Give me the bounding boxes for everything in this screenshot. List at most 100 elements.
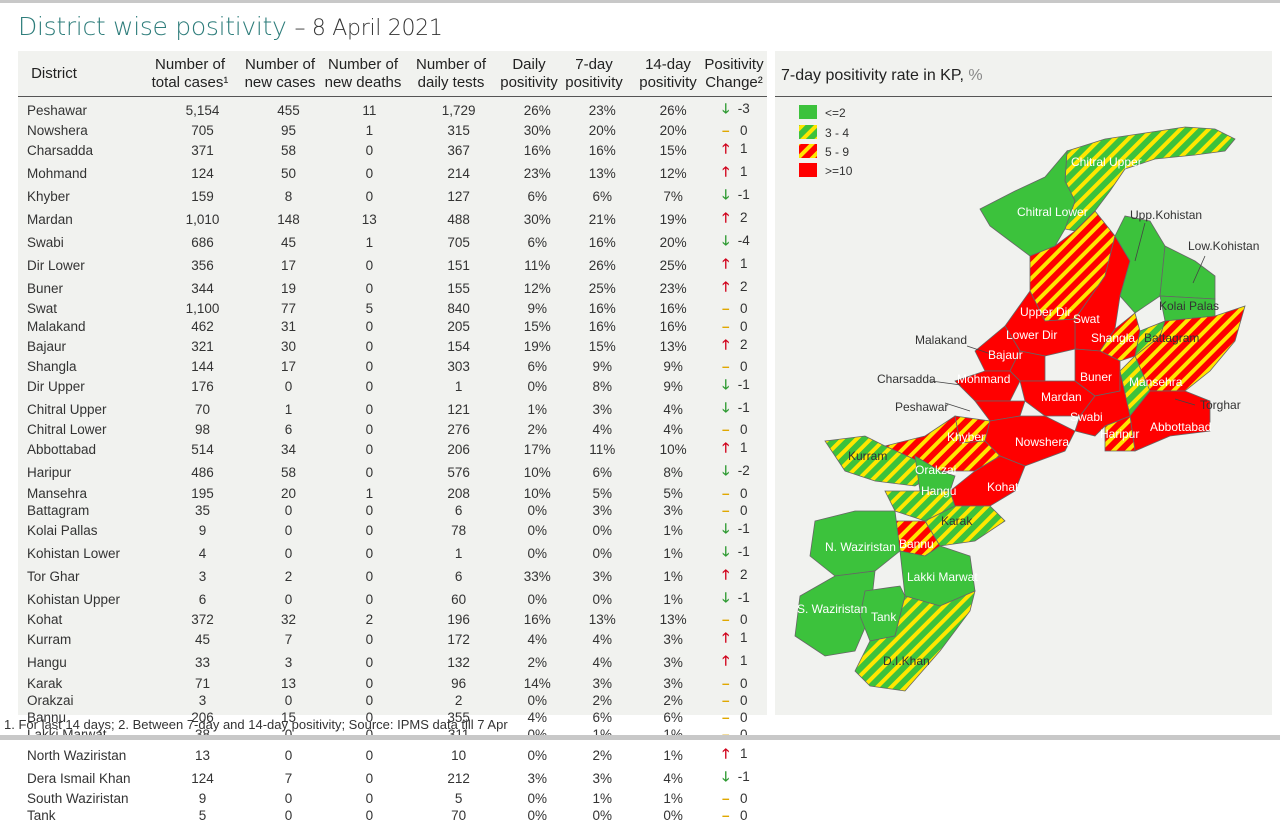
map-label-lakki-marwat: Lakki Marwat bbox=[907, 570, 978, 584]
cell-positivity-change: 🡓 -1 bbox=[709, 185, 767, 208]
change-value: 0 bbox=[740, 301, 748, 317]
cell-14day-positivity: 1% bbox=[663, 592, 683, 608]
change-value: 1 bbox=[740, 653, 748, 669]
cell-positivity-change: 🡑 1 bbox=[709, 162, 767, 185]
map-label-upp-kohistan: Upp.Kohistan bbox=[1130, 208, 1202, 222]
table-row: Abbottabad 514 34 0 206 17% 11% 10% 🡑 1 bbox=[18, 438, 767, 461]
legend-label-1: <=2 bbox=[825, 106, 846, 120]
cell-new-cases: 95 bbox=[280, 123, 296, 139]
cell-new-deaths: 0 bbox=[365, 675, 374, 691]
cell-positivity-change: 🡑 1 bbox=[709, 628, 767, 651]
arrow-down-icon: 🡓 bbox=[722, 101, 730, 116]
cell-daily-tests: 1,729 bbox=[441, 103, 476, 118]
cell-new-deaths: 0 bbox=[365, 402, 374, 418]
map-label-swabi: Swabi bbox=[1070, 410, 1103, 424]
cell-14day-positivity: 12% bbox=[659, 166, 687, 182]
cell-new-cases: 2 bbox=[284, 569, 293, 585]
arrow-up-icon: 🡑 bbox=[722, 336, 730, 352]
cell-total-cases: 6 bbox=[198, 592, 207, 608]
arrow-up-icon: 🡑 bbox=[722, 440, 730, 456]
cell-new-cases: 17 bbox=[280, 359, 296, 375]
cell-new-deaths: 0 bbox=[329, 726, 409, 743]
map-label-malakand: Malakand bbox=[915, 333, 967, 347]
cell-daily-tests: 127 bbox=[447, 189, 470, 205]
cell-daily-tests: 705 bbox=[447, 235, 470, 251]
cell-new-deaths: 0 bbox=[365, 502, 374, 518]
change-value: 0 bbox=[732, 727, 756, 742]
cell-new-cases: 0 bbox=[248, 726, 329, 743]
map-label-s-waziristan: S. Waziristan bbox=[797, 602, 867, 616]
page-title: District wise positivity – 8 April 2021 bbox=[18, 12, 443, 41]
title-text: District wise positivity bbox=[18, 12, 287, 41]
cell-new-deaths: 5 bbox=[365, 301, 374, 317]
cell-7day-positivity: 6% bbox=[592, 189, 613, 205]
change-value: -1 bbox=[737, 768, 750, 784]
cell-daily-positivity: 4% bbox=[527, 632, 548, 648]
cell-positivity-change: –0 bbox=[709, 358, 767, 375]
table-row: Bajaur 321 30 0 154 19% 15% 13% 🡑 2 bbox=[18, 335, 767, 358]
title-date: – 8 April 2021 bbox=[294, 16, 443, 41]
table-row: Mohmand 124 50 0 214 23% 13% 12% 🡑 1 bbox=[18, 162, 767, 185]
change-value: -1 bbox=[737, 521, 750, 537]
cell-total-cases: 686 bbox=[191, 235, 214, 251]
cell-district: Orakzai bbox=[27, 692, 74, 708]
cell-total-cases: 13 bbox=[195, 747, 211, 763]
cell-total-cases: 5 bbox=[198, 808, 207, 823]
cell-14day-positivity: 5% bbox=[663, 485, 683, 501]
cell-14day-positivity: 3% bbox=[663, 632, 683, 648]
cell-7day-positivity: 16% bbox=[588, 143, 616, 159]
change-value: -4 bbox=[737, 233, 750, 249]
header-new-cases-text: Number of new cases bbox=[244, 55, 316, 91]
cell-new-deaths: 0 bbox=[365, 379, 374, 395]
arrow-down-icon: 🡓 bbox=[722, 377, 730, 393]
leader-upp-kohistan bbox=[1134, 222, 1146, 262]
cell-daily-positivity: 23% bbox=[523, 166, 551, 182]
cell-district: Kohat bbox=[27, 612, 63, 628]
table-row: Kohistan Lower 4 0 0 1 0% 0% 1% 🡓 -1 bbox=[18, 542, 767, 565]
district-swabi bbox=[1074, 370, 1131, 437]
cell-district: Nowshera bbox=[27, 123, 88, 139]
kp-map-panel: 7-day positivity rate in KP, % <=2 3 - 4… bbox=[775, 51, 1272, 715]
table-row: Kolai Pallas 9 0 0 78 0% 0% 1% 🡓 -1 bbox=[18, 519, 767, 542]
cell-7day-positivity: 16% bbox=[588, 301, 616, 317]
cell-daily-positivity: 10% bbox=[523, 485, 551, 501]
cell-daily-positivity: 30% bbox=[523, 123, 551, 139]
cell-total-cases: 45 bbox=[195, 632, 211, 648]
cell-14day-positivity: 6% bbox=[663, 710, 683, 726]
legend-label-3: 5 - 9 bbox=[825, 145, 849, 159]
change-value: 0 bbox=[740, 502, 748, 518]
cell-district: Kolai Pallas bbox=[27, 523, 98, 539]
cell-daily-positivity: 0% bbox=[527, 592, 548, 608]
cell-daily-tests: 2 bbox=[454, 692, 463, 708]
cell-district: Dera Ismail Khan bbox=[27, 770, 131, 786]
cell-district: Mohmand bbox=[27, 166, 88, 182]
cell-daily-positivity: 33% bbox=[523, 569, 551, 585]
cell-positivity-change: 🡑 2 bbox=[709, 277, 767, 300]
change-value: -1 bbox=[737, 377, 750, 393]
arrow-up-icon: 🡑 bbox=[722, 279, 730, 295]
cell-positivity-change: –0 bbox=[709, 122, 767, 139]
cell-7day-positivity: 23% bbox=[588, 103, 616, 118]
cell-daily-tests: 154 bbox=[447, 338, 470, 354]
cell-district: North Waziristan bbox=[27, 747, 127, 763]
cell-new-cases: 20 bbox=[280, 485, 296, 501]
cell-new-cases: 0 bbox=[284, 790, 293, 806]
map-header-divider bbox=[775, 96, 1272, 97]
cell-new-deaths: 0 bbox=[365, 710, 374, 726]
cell-positivity-change: 🡑 1 bbox=[709, 254, 767, 277]
cell-positivity-change: –0 bbox=[709, 318, 767, 335]
arrow-down-icon: 🡓 bbox=[722, 187, 730, 203]
table-row: Kurram 45 7 0 172 4% 4% 3% 🡑 1 bbox=[18, 628, 767, 651]
cell-positivity-change: 🡑 2 bbox=[709, 208, 767, 231]
cell-new-cases: 58 bbox=[280, 143, 296, 159]
cell-positivity-change: 🡓 -3 bbox=[709, 99, 767, 122]
cell-district: Mardan bbox=[27, 212, 73, 228]
arrow-up-icon: 🡑 bbox=[722, 653, 730, 669]
cell-district: Buner bbox=[27, 281, 64, 297]
cell-7day-positivity: 0% bbox=[592, 523, 613, 539]
cell-daily-tests: 208 bbox=[447, 485, 470, 501]
cell-new-deaths: 1 bbox=[365, 485, 374, 501]
map-title: 7-day positivity rate in KP, % bbox=[781, 67, 983, 85]
table-row: Tank 5 0 0 70 0% 0% 0% –0 bbox=[18, 807, 767, 824]
cell-new-cases: 58 bbox=[280, 465, 296, 481]
